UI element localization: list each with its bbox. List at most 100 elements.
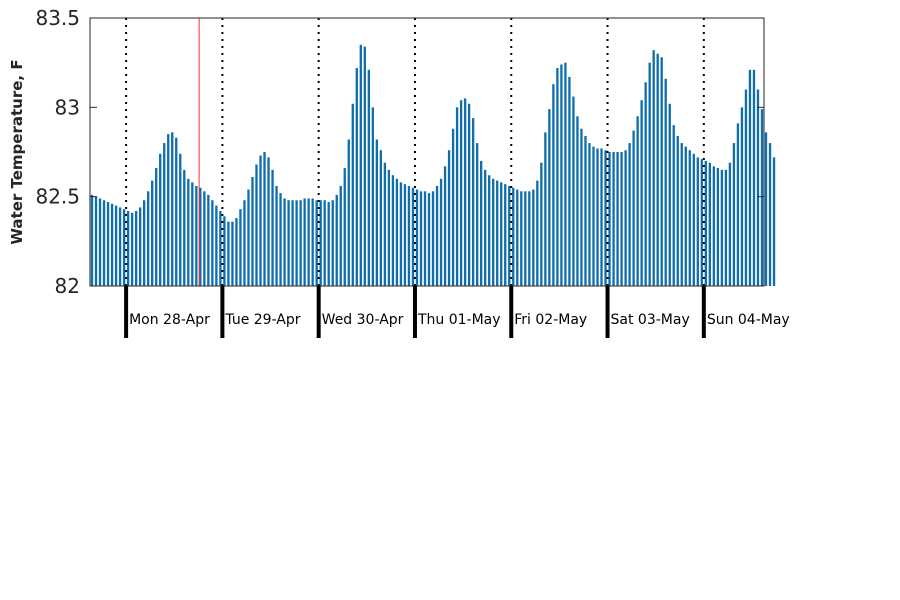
bar xyxy=(427,193,431,286)
bar xyxy=(455,107,459,286)
bar xyxy=(748,69,752,286)
bar xyxy=(756,89,760,286)
bar xyxy=(315,200,318,286)
bar xyxy=(171,132,174,286)
bar xyxy=(383,162,387,286)
bar xyxy=(307,198,310,286)
day-label: Wed 30-Apr xyxy=(322,312,404,328)
bar xyxy=(700,159,703,286)
bar xyxy=(287,200,290,286)
bar xyxy=(219,210,222,286)
bar xyxy=(668,103,671,286)
bar xyxy=(740,107,744,286)
bar xyxy=(443,166,447,286)
bar xyxy=(122,209,126,286)
bar xyxy=(712,166,716,286)
bar xyxy=(94,196,98,286)
bar xyxy=(664,78,667,286)
bar xyxy=(319,200,322,286)
bar xyxy=(628,143,631,286)
bar xyxy=(106,202,110,286)
bar xyxy=(195,185,198,286)
bar xyxy=(508,185,511,286)
bar xyxy=(463,98,467,287)
bar xyxy=(90,194,94,286)
bar xyxy=(331,200,334,286)
bar xyxy=(167,134,170,286)
day-label: Mon 28-Apr xyxy=(129,312,210,328)
bar xyxy=(395,178,399,286)
bar xyxy=(295,200,298,286)
bar xyxy=(471,118,475,286)
bar xyxy=(475,143,479,286)
bar xyxy=(102,200,106,286)
bar xyxy=(255,164,258,286)
bar xyxy=(504,184,507,286)
bar xyxy=(403,184,407,286)
bar xyxy=(728,162,732,286)
bar xyxy=(227,221,230,286)
bar xyxy=(163,143,166,286)
bar xyxy=(716,168,720,286)
plot-axes-box xyxy=(89,17,765,287)
bar xyxy=(644,82,647,286)
bar xyxy=(548,109,551,287)
bar xyxy=(572,96,575,286)
bar xyxy=(303,198,306,286)
bar xyxy=(520,191,523,286)
bar xyxy=(379,150,383,286)
day-separators-group xyxy=(124,286,706,338)
bar xyxy=(259,155,262,286)
bar xyxy=(616,152,619,286)
bar xyxy=(375,139,379,286)
bar xyxy=(359,44,362,286)
bar xyxy=(423,191,427,286)
bar xyxy=(147,191,150,286)
bar xyxy=(704,160,707,286)
bar xyxy=(459,100,463,286)
bars-group xyxy=(90,44,776,287)
bar xyxy=(580,128,583,286)
day-label: Fri 02-May xyxy=(514,312,587,328)
bar xyxy=(552,84,555,286)
bar xyxy=(496,180,499,286)
bar xyxy=(367,69,370,286)
bar xyxy=(399,182,403,286)
bar xyxy=(652,50,655,286)
bar xyxy=(512,187,515,286)
bar xyxy=(343,168,346,286)
bar xyxy=(187,178,190,286)
bar xyxy=(568,76,571,287)
bar xyxy=(764,132,768,286)
bar xyxy=(624,150,627,286)
bar xyxy=(371,107,375,286)
bar xyxy=(632,130,635,286)
bar xyxy=(576,116,579,287)
bar xyxy=(604,150,607,286)
bar xyxy=(692,153,695,286)
bar xyxy=(271,169,274,286)
bar xyxy=(484,169,487,286)
bar xyxy=(110,203,114,286)
bar xyxy=(708,162,712,286)
bar xyxy=(363,46,366,287)
bar xyxy=(528,191,531,286)
bar xyxy=(299,200,302,286)
bar xyxy=(415,189,419,286)
day-dotted-lines xyxy=(125,18,705,286)
bar xyxy=(524,191,527,286)
bar xyxy=(592,146,595,286)
bar xyxy=(407,185,411,286)
bar xyxy=(327,202,330,286)
bar xyxy=(451,128,455,286)
y-tick-label: 83.5 xyxy=(35,6,80,30)
bar xyxy=(159,153,162,286)
bar xyxy=(744,89,748,286)
bar xyxy=(544,132,547,286)
bar xyxy=(772,157,776,286)
bar xyxy=(387,169,391,286)
bar xyxy=(676,135,679,286)
bar xyxy=(696,157,699,286)
bar xyxy=(411,187,415,286)
bar xyxy=(688,150,691,286)
